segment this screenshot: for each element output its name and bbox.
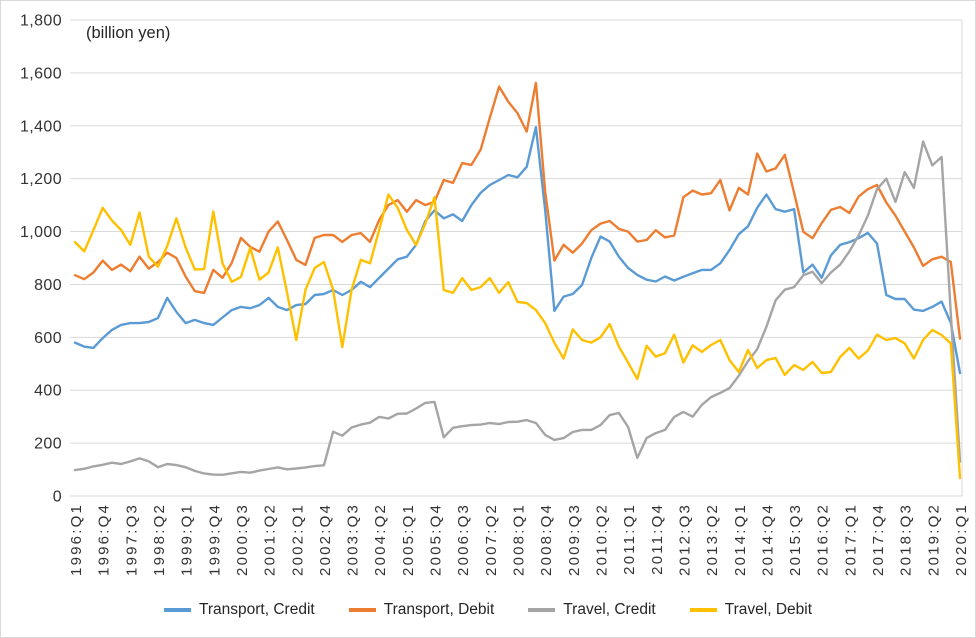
legend-swatch-transport-debit [348,608,376,612]
x-tick-label: 2001:Q2 [262,503,279,576]
x-tick-label: 2019:Q2 [925,503,942,576]
series-line-travel-debit [73,193,962,480]
x-tick-label: 2018:Q3 [898,503,915,576]
legend-label-transport-debit: Transport, Debit [383,601,495,618]
x-tick-label: 2008:Q4 [538,503,555,576]
x-tick-label: 2008:Q1 [511,503,528,576]
x-tick-label: 2015:Q3 [787,503,804,576]
y-tick-label: 400 [34,383,62,400]
x-tick-label: 2014:Q4 [759,503,776,576]
unit-label: (billion yen) [86,24,171,42]
x-tick-label: 2009:Q3 [566,503,583,576]
x-tick-label: 2017:Q1 [842,503,859,576]
x-tick-label: 2010:Q2 [593,503,610,576]
legend-swatch-travel-debit [689,608,717,612]
y-tick-label: 0 [53,489,62,506]
chart-legend: Transport, Credit Transport, Debit Travel,… [0,601,976,619]
x-tick-label: 2011:Q1 [621,503,638,575]
x-tick-label: 2007:Q2 [483,503,500,576]
x-tick-label: 2014:Q1 [732,503,749,576]
x-tick-label: 2017:Q4 [870,503,887,576]
x-tick-label: 2013:Q2 [704,503,721,576]
legend-label-transport-credit: Transport, Credit [198,601,315,618]
y-tick-label: 600 [34,330,62,347]
series-line-travel-credit [73,140,962,476]
y-tick-label: 1,400 [20,118,62,135]
y-tick-label: 1,000 [20,224,62,241]
y-tick-label: 200 [34,436,62,453]
x-tick-label: 2016:Q2 [815,503,832,576]
legend-swatch-transport-credit [163,608,191,612]
legend-label-travel-credit: Travel, Credit [563,601,656,618]
x-tick-label: 1999:Q4 [206,503,223,576]
x-tick-label: 2005:Q4 [428,503,445,576]
x-tick-label: 2003:Q3 [345,503,362,576]
x-tick-label: 2004:Q2 [372,503,389,576]
x-tick-label: 2012:Q3 [676,503,693,576]
legend-item-transport-debit: Transport, Debit [348,601,495,619]
legend-swatch-travel-credit [528,608,556,612]
legend-item-travel-credit: Travel, Credit [528,601,656,619]
x-tick-label: 1996:Q4 [96,503,113,576]
y-tick-label: 1,200 [20,171,62,188]
x-tick-label: 2005:Q1 [400,503,417,576]
x-tick-label: 1996:Q1 [68,503,85,576]
series-line-transport-debit [73,81,962,340]
x-tick-label: 2020:Q1 [953,503,970,576]
series-line-transport-credit [73,125,962,375]
x-tick-label: 1998:Q2 [151,503,168,576]
x-tick-label: 1997:Q3 [123,503,140,576]
y-tick-label: 1,600 [20,65,62,82]
legend-label-travel-debit: Travel, Debit [724,601,813,618]
y-tick-label: 800 [34,277,62,294]
x-tick-label: 2006:Q3 [455,503,472,576]
legend-item-transport-credit: Transport, Credit [163,601,315,619]
legend-item-travel-debit: Travel, Debit [689,601,813,619]
x-tick-label: 2002:Q1 [289,503,306,576]
x-tick-label: 2000:Q3 [234,503,251,576]
x-tick-label: 2002:Q4 [317,503,334,576]
x-tick-label: 1999:Q1 [179,503,196,576]
x-tick-label: 2011:Q4 [649,503,666,575]
y-tick-label: 1,800 [20,13,62,30]
